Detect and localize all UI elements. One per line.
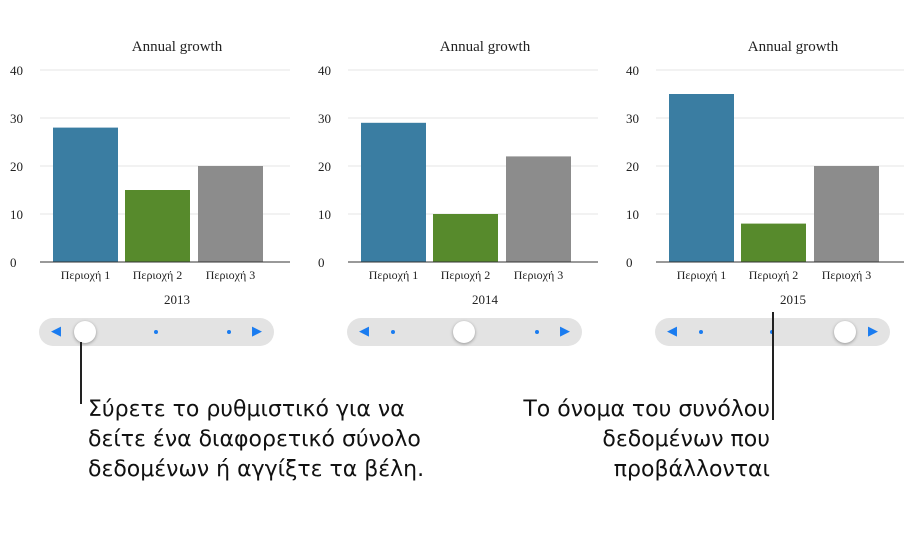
y-tick-label: 30 — [10, 111, 23, 126]
bar-first-category — [53, 127, 118, 262]
chart-panel: Annual growth 0 10 20 30 40 Περιοχή 1 Περιοχή 2… — [8, 0, 308, 360]
bar-first-category — [669, 94, 734, 262]
y-tick-label: 30 — [626, 111, 639, 126]
x-tick-label: Περιοχή 3 — [514, 268, 564, 282]
chart-title: Annual growth — [132, 39, 223, 55]
bar-chart: Annual growth 0 10 20 30 40 Περιοχή 1 Περιοχή 2… — [318, 39, 598, 307]
dataset-callout-line — [772, 312, 774, 420]
bar-first-category — [361, 122, 426, 262]
chart-title: Annual growth — [748, 39, 839, 55]
y-tick-label: 40 — [10, 63, 23, 78]
next-arrow-icon[interactable]: ▶ — [252, 324, 262, 339]
y-tick-label: 0 — [626, 255, 633, 270]
x-tick-label: Περιοχή 1 — [369, 268, 419, 282]
y-tick-label: 10 — [10, 207, 23, 222]
slider-thumb[interactable] — [74, 321, 96, 343]
x-tick-label: Περιοχή 1 — [61, 268, 111, 282]
dataset-name: 2014 — [472, 292, 499, 307]
chart-panel: Annual growth 0 10 20 30 40 Περιοχή 1 Περιοχή 2… — [624, 0, 904, 360]
y-tick-label: 10 — [626, 207, 639, 222]
y-tick-label: 20 — [10, 159, 23, 174]
dataset-slider[interactable]: ◀ ▶ — [347, 318, 582, 346]
slider-thumb[interactable] — [453, 321, 475, 343]
y-tick-label: 10 — [318, 207, 331, 222]
bar-third-category — [814, 166, 879, 262]
slider-step-dot[interactable] — [391, 330, 395, 334]
y-tick-label: 0 — [10, 255, 17, 270]
y-tick-label: 0 — [318, 255, 325, 270]
x-tick-label: Περιοχή 2 — [441, 268, 491, 282]
slider-step-dot[interactable] — [535, 330, 539, 334]
x-tick-label: Περιοχή 2 — [133, 268, 183, 282]
x-tick-label: Περιοχή 1 — [677, 268, 727, 282]
next-arrow-icon[interactable]: ▶ — [560, 324, 570, 339]
bar-second-category — [125, 190, 190, 262]
dataset-slider[interactable]: ◀ ▶ — [39, 318, 274, 346]
bar-chart: Annual growth 0 10 20 30 40 Περιοχή 1 Περιοχή 2… — [626, 39, 904, 307]
y-tick-label: 40 — [318, 63, 331, 78]
previous-arrow-icon[interactable]: ◀ — [359, 324, 369, 339]
y-tick-label: 40 — [626, 63, 639, 78]
slider-thumb[interactable] — [834, 321, 856, 343]
y-tick-label: 20 — [318, 159, 331, 174]
slider-step-dot[interactable] — [154, 330, 158, 334]
dataset-callout-text: Το όνομα του συνόλου δεδομένων που προβά… — [523, 397, 770, 482]
chart-panel: Annual growth 0 10 20 30 40 Περιοχή 1 Περιοχή 2… — [316, 0, 616, 360]
slider-callout-line — [80, 342, 82, 404]
x-tick-label: Περιοχή 3 — [822, 268, 872, 282]
bar-third-category — [506, 156, 571, 262]
slider-step-dot[interactable] — [699, 330, 703, 334]
slider-callout-text: Σύρετε το ρυθμιστικό για να δείτε ένα δι… — [88, 397, 425, 482]
slider-step-dot[interactable] — [227, 330, 231, 334]
bar-second-category — [741, 223, 806, 262]
previous-arrow-icon[interactable]: ◀ — [667, 324, 677, 339]
bar-third-category — [198, 166, 263, 262]
y-tick-label: 20 — [626, 159, 639, 174]
chart-title: Annual growth — [440, 39, 531, 55]
x-tick-label: Περιοχή 2 — [749, 268, 799, 282]
dataset-name: 2013 — [164, 292, 190, 307]
dataset-name: 2015 — [780, 292, 806, 307]
bar-chart: Annual growth 0 10 20 30 40 Περιοχή 1 Περιοχή 2… — [10, 39, 290, 307]
y-tick-label: 30 — [318, 111, 331, 126]
bar-second-category — [433, 214, 498, 262]
x-tick-label: Περιοχή 3 — [206, 268, 256, 282]
next-arrow-icon[interactable]: ▶ — [868, 324, 878, 339]
previous-arrow-icon[interactable]: ◀ — [51, 324, 61, 339]
